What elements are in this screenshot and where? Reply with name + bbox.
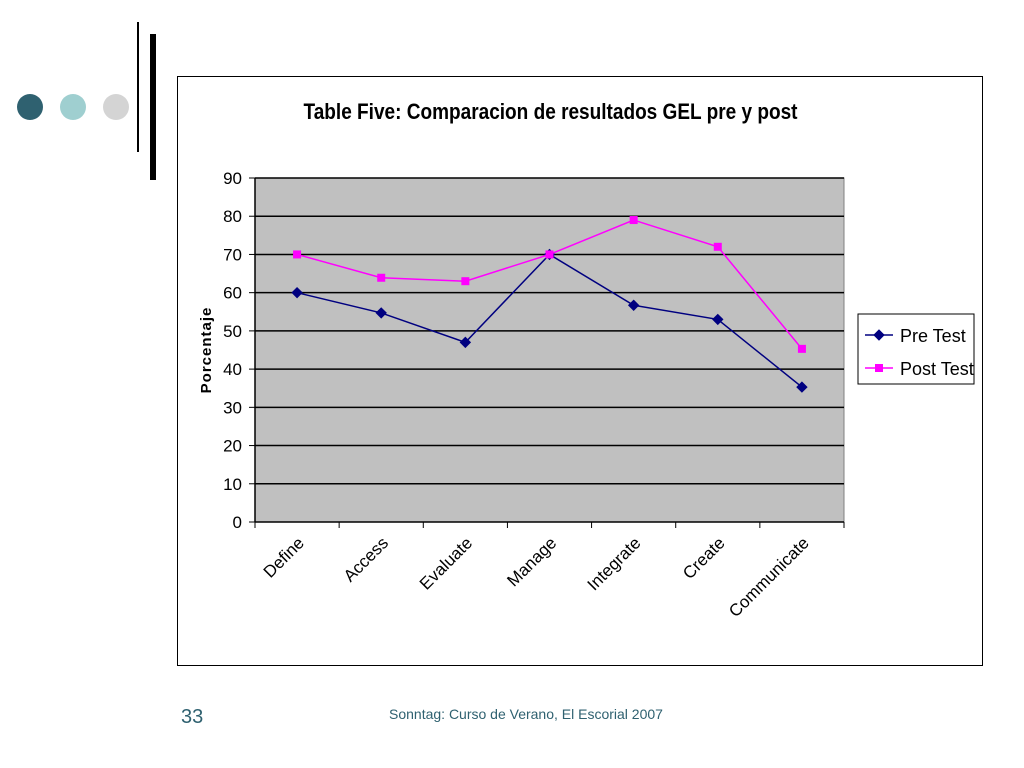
legend-label-post-test: Post Test: [900, 359, 974, 379]
page-number: 33: [181, 706, 204, 728]
data-point-post-test: [545, 250, 554, 259]
y-tick-label: 40: [223, 360, 242, 379]
x-tick-label: Communicate: [725, 533, 813, 621]
x-tick-label: Access: [340, 533, 392, 585]
x-tick-label: Define: [260, 533, 308, 581]
data-point-pre-test: [291, 286, 303, 299]
x-tick-label: Evaluate: [416, 533, 476, 593]
legend-marker-pre-test: [873, 329, 885, 341]
decorative-dot-dark: [17, 94, 43, 120]
decorative-line-thick: [150, 34, 156, 180]
y-tick-label: 60: [223, 284, 242, 303]
data-point-pre-test: [796, 381, 808, 393]
decorative-dot-gray: [103, 94, 129, 120]
y-tick-label: 30: [223, 398, 242, 417]
x-tick-label: Integrate: [584, 533, 645, 594]
plot-area: [254, 177, 845, 523]
data-point-post-test: [797, 344, 806, 353]
legend-label-pre-test: Pre Test: [900, 326, 966, 346]
chart-frame: Table Five: Comparacion de resultados GE…: [177, 76, 983, 666]
data-point-pre-test: [375, 307, 387, 319]
x-tick-label: Manage: [503, 533, 560, 590]
y-tick-label: 80: [223, 207, 242, 226]
data-point-pre-test: [627, 299, 640, 311]
chart-title: Table Five: Comparacion de resultados GE…: [304, 99, 799, 124]
x-tick-label: Create: [679, 533, 729, 583]
y-tick-label: 70: [223, 245, 242, 264]
y-tick-label: 10: [223, 475, 242, 494]
data-point-pre-test: [712, 313, 724, 326]
data-point-post-test: [629, 216, 638, 225]
data-point-pre-test: [459, 336, 472, 349]
y-tick-label: 0: [233, 513, 242, 532]
decorative-line-thin: [137, 22, 139, 152]
legend: [857, 313, 975, 385]
data-point-post-test: [461, 277, 470, 286]
data-point-post-test: [377, 273, 386, 282]
y-tick-label: 90: [223, 169, 242, 188]
line-chart: Table Five: Comparacion de resultados GE…: [198, 99, 975, 621]
y-axis-label: Porcentaje: [198, 307, 215, 394]
data-point-post-test: [293, 250, 302, 259]
decorative-dot-teal: [60, 94, 86, 120]
data-point-post-test: [713, 242, 722, 251]
y-tick-label: 50: [223, 322, 242, 341]
y-tick-label: 20: [223, 437, 242, 456]
footer-citation: Sonntag: Curso de Verano, El Escorial 20…: [389, 706, 663, 722]
legend-marker-post-test: [875, 364, 883, 372]
